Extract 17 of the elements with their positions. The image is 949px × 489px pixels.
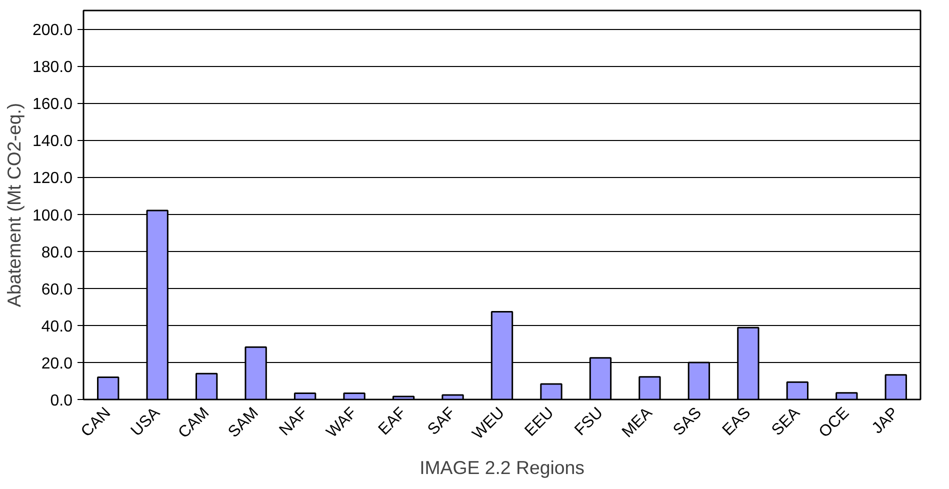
x-tick-label: USA — [128, 404, 164, 440]
y-tick-label: 60.0 — [41, 281, 73, 298]
y-tick-label: 200.0 — [32, 22, 73, 40]
y-axis-title: Abatement (Mt CO2-eq.) — [3, 102, 24, 308]
x-tick-label: SAS — [670, 404, 705, 440]
y-tick-label: 120.0 — [32, 170, 73, 188]
y-tick-label: 140.0 — [32, 133, 73, 150]
x-axis-title: IMAGE 2.2 Regions — [420, 456, 584, 478]
y-tick-label: 40.0 — [41, 318, 73, 336]
y-tick-label: 0.0 — [50, 392, 73, 410]
y-tick-label: 180.0 — [32, 59, 73, 76]
y-tick-label: 20.0 — [41, 355, 73, 372]
y-tick-label: 100.0 — [32, 207, 73, 224]
y-tick-label: 80.0 — [41, 244, 73, 262]
x-tick-label: SEA — [768, 404, 804, 440]
y-tick-label: 160.0 — [32, 96, 73, 114]
x-tick-label: JAP — [869, 404, 902, 438]
